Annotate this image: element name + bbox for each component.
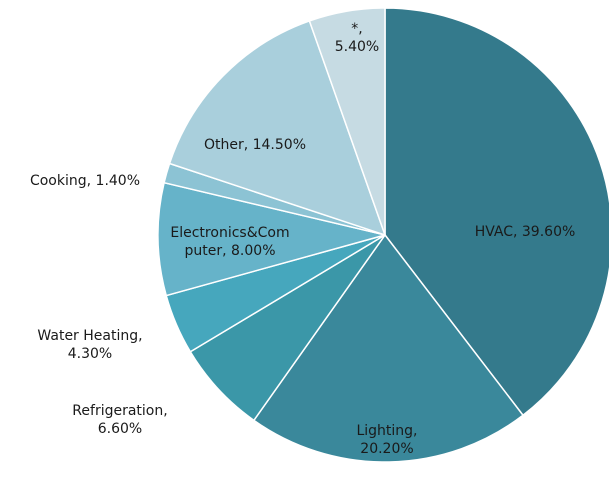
pie-slice <box>157 181 386 297</box>
slice-label: Lighting, 20.20% <box>356 423 418 457</box>
slice-label: Cooking, 1.40% <box>29 173 141 189</box>
pie-slice <box>252 233 525 463</box>
slice-label: HVAC, 39.60% <box>474 224 576 240</box>
slice-label: Other, 14.50% <box>203 137 307 153</box>
slice-label: *, 5.40% <box>334 21 380 55</box>
pie-slice <box>168 19 387 237</box>
slice-label: Electronics&Computer, 8.00% <box>170 225 290 259</box>
slice-label: Refrigeration, 6.60% <box>72 403 168 437</box>
slice-label: Water Heating, 4.30% <box>37 328 143 362</box>
pie-slice <box>384 7 609 417</box>
pie-slice <box>308 7 386 236</box>
